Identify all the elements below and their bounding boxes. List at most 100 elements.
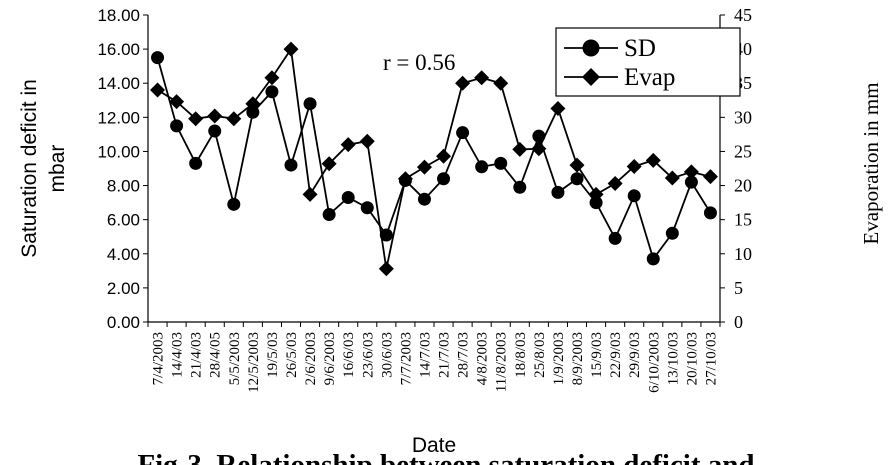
- x-tick-label: 22/9/03: [608, 332, 624, 378]
- y-axis-title-left-line2: mbar: [46, 145, 69, 193]
- x-tick-label: 19/5/03: [265, 332, 281, 378]
- axes: 0.00 2.00 4.00 6.00 8.00 10.00 12.00 14.00 16.00…: [97, 5, 752, 393]
- data-point-evap: [455, 75, 471, 91]
- data-point-sd: [532, 129, 546, 143]
- y-tick-label-right: 15: [734, 210, 752, 230]
- x-tick-label: 27/10/03: [703, 332, 719, 385]
- data-point-evap: [283, 41, 299, 57]
- legend: SD Evap: [555, 27, 741, 97]
- x-tick-label: 5/5/2003: [227, 332, 243, 385]
- data-point-sd: [208, 124, 222, 138]
- x-tick-label: 8/9/2003: [570, 332, 586, 385]
- data-point-sd: [703, 206, 717, 220]
- x-tick-label: 21/7/03: [437, 332, 453, 378]
- y-tick-label-left: 8.00: [107, 177, 140, 196]
- data-point-evap: [512, 141, 528, 157]
- y-tick-label-left: 18.00: [97, 6, 140, 25]
- series-layer: [150, 41, 718, 277]
- data-point-sd: [665, 226, 679, 240]
- data-point-sd: [627, 189, 641, 203]
- data-point-evap: [321, 156, 337, 172]
- x-tick-label: 11/8/2003: [494, 332, 510, 392]
- data-point-sd: [151, 51, 165, 65]
- data-point-sd: [379, 228, 393, 242]
- x-tick-label: 2/6/2003: [303, 332, 319, 385]
- data-point-evap: [683, 164, 699, 180]
- y-tick-label-right: 0: [734, 312, 743, 332]
- y-axis-title-right: Evaporation in mm: [859, 82, 883, 244]
- series-line-sd: [156, 57, 712, 261]
- data-point-evap: [607, 176, 623, 192]
- data-point-evap: [340, 137, 356, 153]
- x-tick-label: 14/7/03: [417, 332, 433, 378]
- data-point-sd: [417, 192, 431, 206]
- data-point-evap: [493, 75, 509, 91]
- data-point-evap: [169, 94, 185, 110]
- y-tick-label-left: 14.00: [97, 74, 140, 93]
- x-tick-label: 7/4/2003: [151, 332, 167, 385]
- data-point-sd: [608, 231, 622, 245]
- x-tick-label: 15/9/03: [589, 332, 605, 378]
- data-point-evap: [378, 261, 394, 277]
- x-tick-label: 9/6/2003: [322, 332, 338, 385]
- data-point-sd: [322, 208, 336, 222]
- data-point-sd: [284, 158, 298, 172]
- data-point-evap: [569, 157, 585, 173]
- data-point-evap: [626, 158, 642, 174]
- data-point-sd: [437, 172, 451, 186]
- data-point-sd: [494, 156, 508, 170]
- x-tick-label: 13/10/03: [665, 332, 681, 385]
- data-point-evap: [436, 148, 452, 164]
- data-point-sd: [227, 197, 241, 211]
- data-point-evap: [245, 96, 261, 112]
- data-point-sd: [684, 175, 698, 189]
- y-tick-label-right: 20: [734, 176, 752, 196]
- x-axis-title: Date: [412, 434, 456, 457]
- y-tick-label-left: 12.00: [97, 108, 140, 127]
- data-point-evap: [474, 70, 490, 86]
- x-tick-label: 12/5/2003: [246, 332, 262, 393]
- legend-label-evap: Evap: [624, 64, 675, 91]
- y-tick-label-left: 10.00: [97, 142, 140, 161]
- y-tick-label-left: 2.00: [107, 279, 140, 298]
- legend-marker-sd: [582, 39, 600, 57]
- data-point-evap: [664, 170, 680, 186]
- data-point-evap: [550, 100, 566, 116]
- y-tick-label-right: 45: [734, 5, 752, 25]
- correlation-annotation: r = 0.56: [383, 50, 455, 75]
- x-tick-label: 25/8/03: [532, 332, 548, 378]
- data-point-sd: [189, 156, 203, 170]
- x-tick-label: 1/9/2003: [551, 332, 567, 385]
- data-point-evap: [359, 133, 375, 149]
- data-point-sd: [360, 201, 374, 215]
- x-tick-label: 23/6/03: [360, 332, 376, 378]
- y-tick-label-left: 6.00: [107, 211, 140, 230]
- data-point-sd: [475, 160, 489, 174]
- data-point-sd: [513, 180, 527, 194]
- y-axis-title-left-line1: Saturation deficit in: [18, 79, 41, 258]
- x-tick-label: 30/6/03: [379, 332, 395, 378]
- data-point-evap: [531, 141, 547, 157]
- y-tick-label-left: 16.00: [97, 40, 140, 59]
- data-point-sd: [265, 85, 279, 99]
- x-tick-label: 18/8/03: [513, 332, 529, 378]
- data-point-sd: [646, 252, 660, 266]
- data-point-evap: [302, 186, 318, 202]
- x-tick-label: 29/9/03: [627, 332, 643, 378]
- data-point-sd: [246, 105, 260, 119]
- x-tick-label: 4/8/2003: [475, 332, 491, 385]
- data-point-sd: [170, 119, 184, 133]
- legend-label-sd: SD: [624, 35, 656, 62]
- data-point-sd: [589, 196, 603, 210]
- x-tick-label: 28/7/03: [456, 332, 472, 378]
- labels-layer: Saturation deficit in mbar Evaporation i…: [18, 50, 883, 465]
- legend-box: [555, 27, 741, 97]
- data-point-evap: [188, 111, 204, 127]
- x-tick-label: 16/6/03: [341, 332, 357, 378]
- x-tick-label: 20/10/03: [684, 332, 700, 385]
- figure-title: Fig-3. Relationship between saturation d…: [137, 449, 754, 465]
- data-point-evap: [416, 159, 432, 175]
- data-point-evap: [702, 169, 718, 185]
- data-point-sd: [570, 172, 584, 186]
